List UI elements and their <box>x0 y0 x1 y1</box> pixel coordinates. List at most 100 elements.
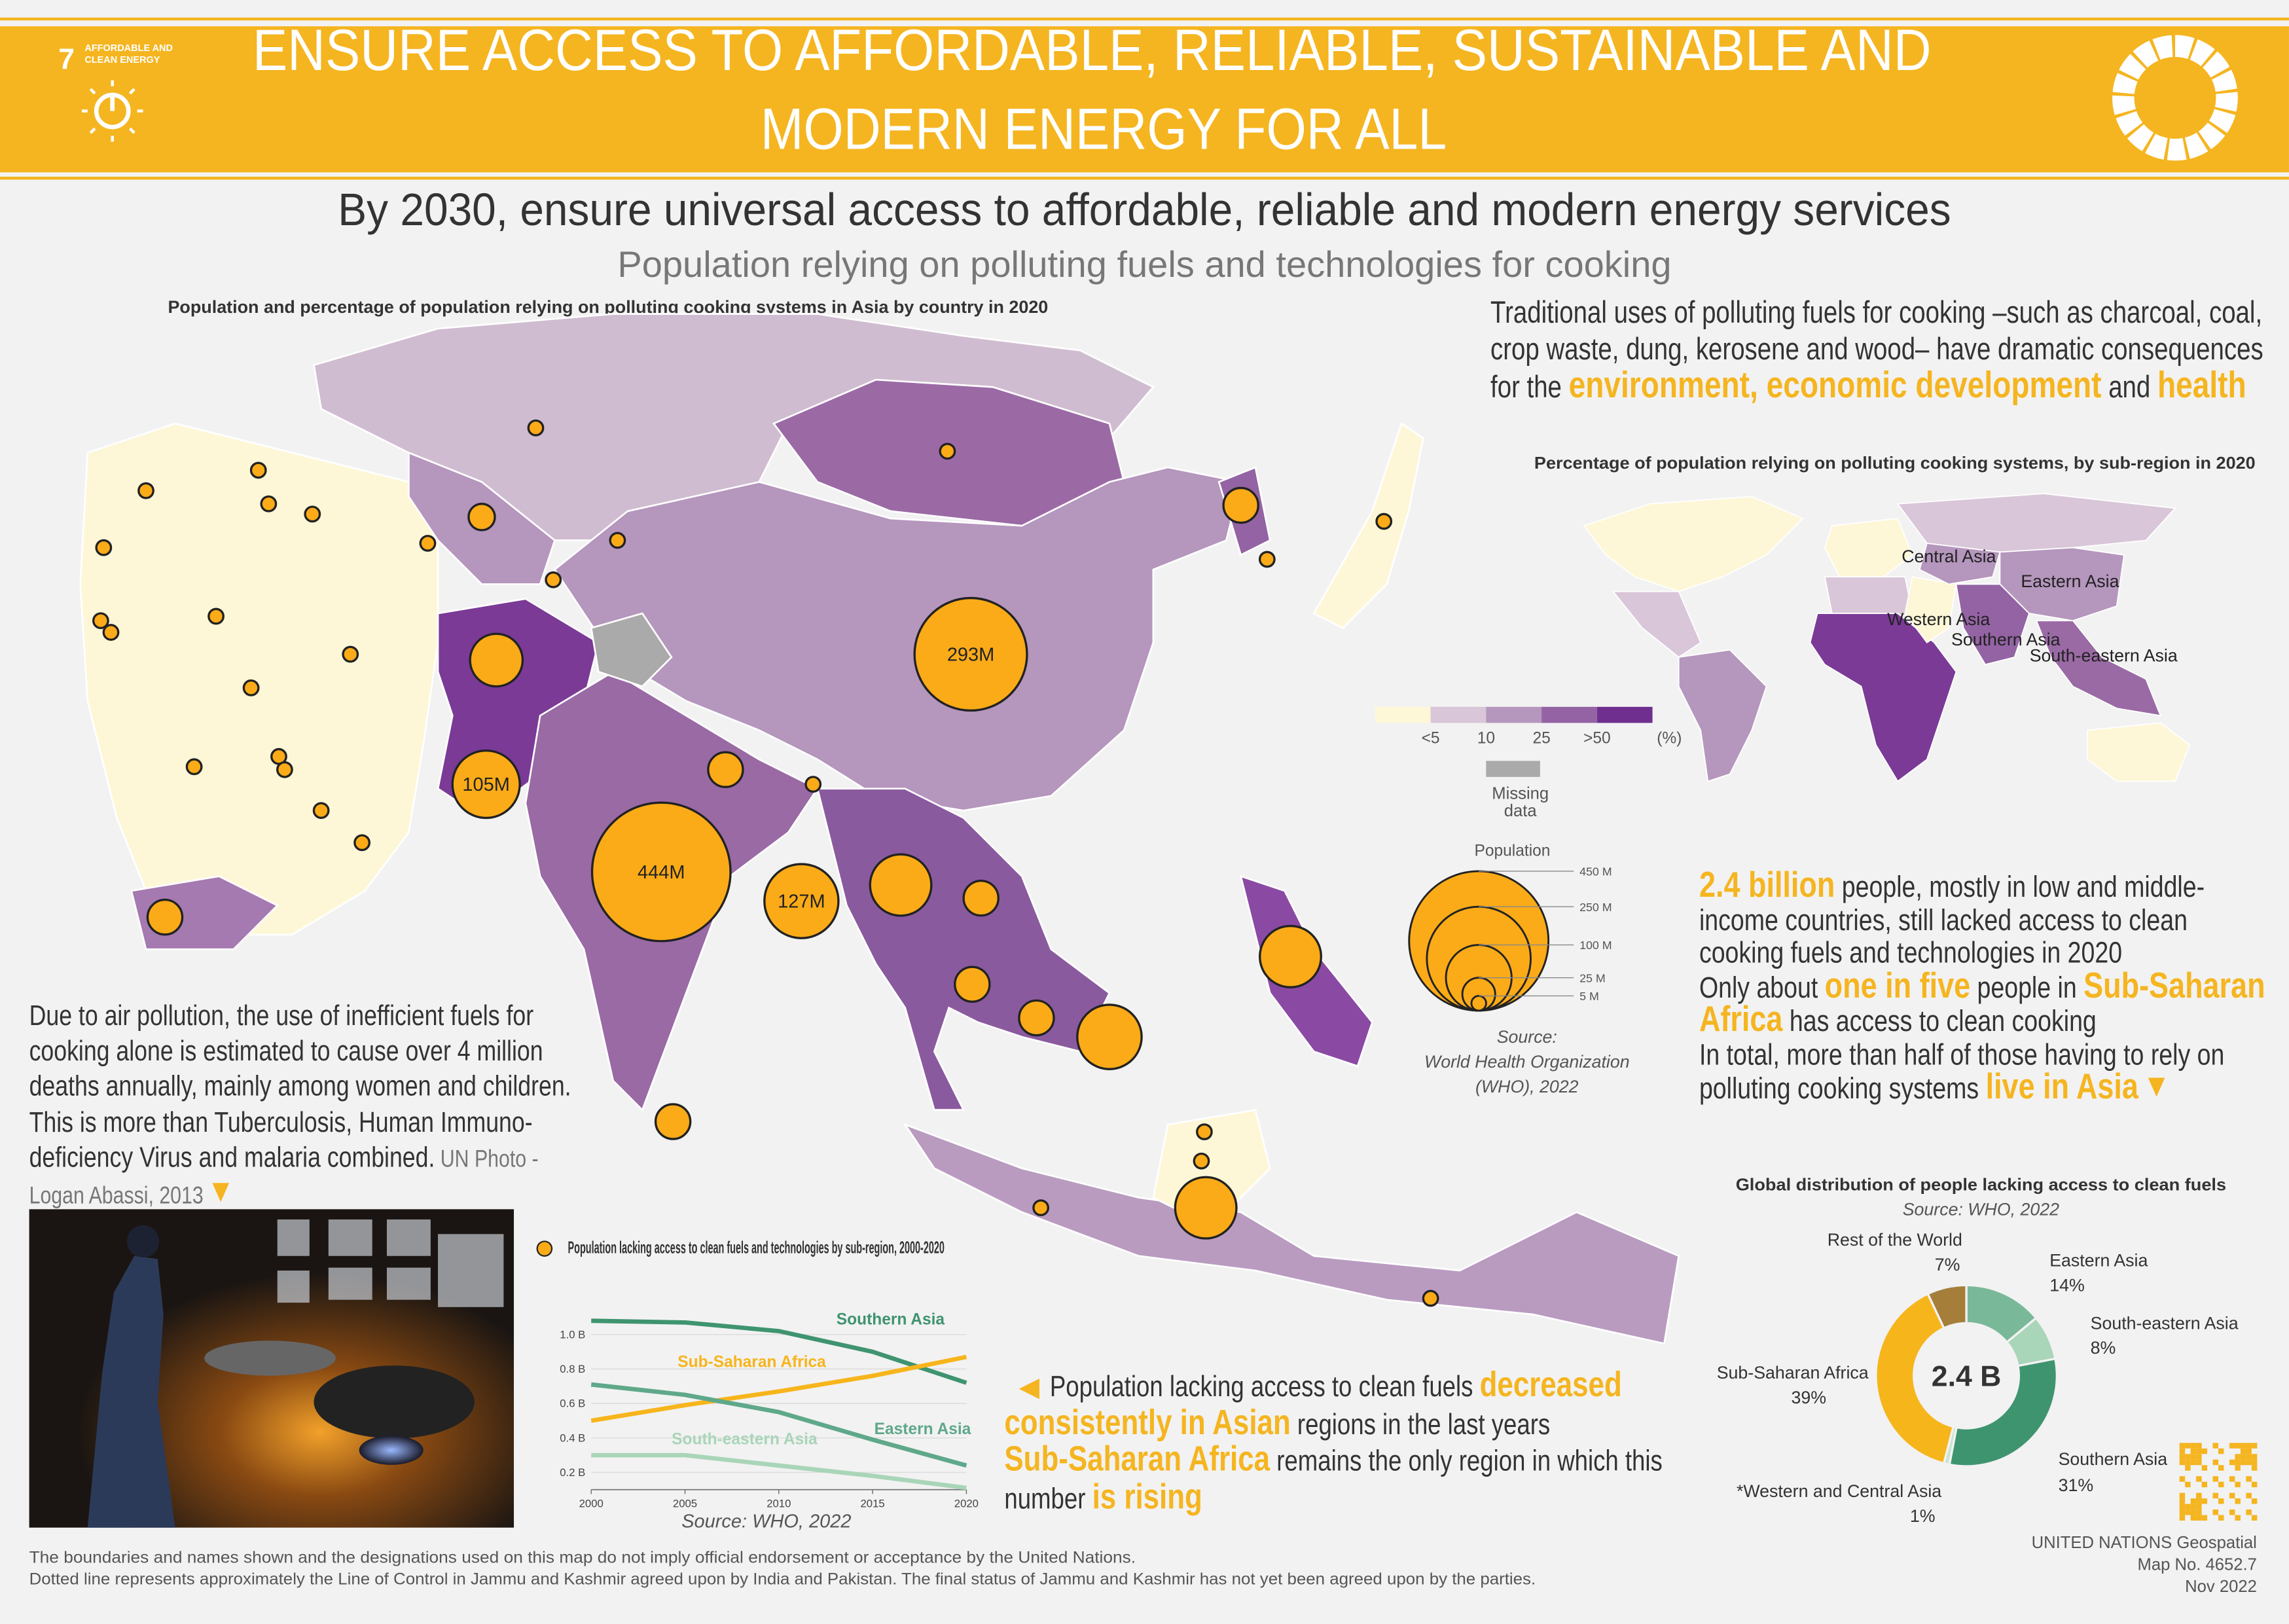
arrow <box>2147 1077 2165 1097</box>
country <box>79 422 439 936</box>
qr-cell <box>2229 1509 2235 1515</box>
qr-cell <box>2251 1481 2258 1488</box>
bullet <box>536 1240 553 1257</box>
qr-cell <box>2246 1448 2252 1454</box>
qr-cell <box>2251 1498 2258 1504</box>
wheel-segment <box>2190 39 2215 67</box>
qr-cell <box>2179 1476 2186 1482</box>
qr-cell <box>2246 1459 2252 1466</box>
size-label: 450 M <box>1579 865 1612 878</box>
size-label: 5 M <box>1579 990 1599 1003</box>
qr-cell <box>2179 1454 2186 1460</box>
y-tick-label: 0.8 B <box>560 1363 585 1375</box>
bubble <box>609 532 626 549</box>
highlight: live in Asia <box>1985 1067 2138 1108</box>
bubble <box>419 535 437 552</box>
text-run: regions in the last years <box>1290 1408 1551 1441</box>
line-chart-title: Population lacking access to clean fuels… <box>568 1238 945 1257</box>
country <box>816 787 1111 1111</box>
qr-cell <box>2240 1459 2246 1466</box>
bubble <box>527 419 545 437</box>
qr-cell <box>2218 1448 2224 1454</box>
intro-text: Traditional uses of polluting fuels for … <box>1490 297 2263 406</box>
country <box>590 612 673 688</box>
qr-cell <box>2185 1504 2191 1510</box>
pie-category: Rest of the World <box>1828 1230 1962 1250</box>
missing-label: Missing data <box>1492 785 1549 821</box>
size-label: 250 M <box>1579 901 1612 914</box>
qr-cell <box>2212 1476 2219 1482</box>
legend-swatch <box>1430 706 1487 723</box>
qr-cell <box>2185 1509 2191 1515</box>
trend-text: Population lacking access to clean fuels… <box>1004 1367 1699 1518</box>
series-label: South-eastern Asia <box>672 1431 818 1449</box>
world-map-title: Percentage of population relying on poll… <box>1534 454 2256 473</box>
qr-cell <box>2235 1481 2241 1488</box>
region <box>1919 542 2001 585</box>
qr-cell <box>2196 1454 2202 1460</box>
x-tick-label: 2000 <box>579 1497 604 1509</box>
qr-cell <box>2240 1448 2246 1454</box>
qr-cell <box>2185 1454 2191 1460</box>
qr-cell <box>2235 1498 2241 1504</box>
source: (WHO), 2022 <box>1475 1077 1579 1096</box>
qr-cell <box>2190 1515 2197 1521</box>
qr-cell <box>2235 1443 2241 1449</box>
y-tick-label: 0.6 B <box>560 1398 585 1410</box>
qr-cell <box>2179 1443 2186 1449</box>
highlight: Sub-Saharan Africa <box>1004 1439 1271 1480</box>
bubble <box>276 761 293 778</box>
qr-cell <box>2218 1498 2224 1504</box>
x-tick-label: 2015 <box>861 1497 885 1509</box>
qr-cell <box>2246 1443 2252 1449</box>
bubble <box>1422 1290 1439 1307</box>
text-run: Only about <box>1699 970 1825 1004</box>
credit: UNITED NATIONS Geospatial <box>2032 1534 2257 1552</box>
highlight: one in five <box>1824 965 1971 1006</box>
qr-cell <box>2240 1454 2246 1460</box>
wheel-segment <box>2112 73 2138 94</box>
text-run: Traditional uses of polluting fuels for … <box>1490 296 2263 405</box>
region-label: Eastern Asia <box>2021 571 2119 591</box>
photo-credit: UN Photo - Logan Abassi, 2013 <box>29 1144 539 1210</box>
region-label: Western Asia <box>1887 609 1990 629</box>
bubble <box>92 612 109 630</box>
bubble <box>962 879 1000 917</box>
wheel-segment <box>2116 111 2143 136</box>
bubble <box>342 645 359 663</box>
wheel-segment <box>2203 51 2230 78</box>
photo <box>29 1209 514 1528</box>
bubble-label: 105M <box>462 774 510 795</box>
population-title: Population <box>1475 842 1551 859</box>
qr-cell <box>2251 1443 2258 1449</box>
map-title: Population and percentage of population … <box>168 297 1048 317</box>
legend-swatch <box>1596 706 1653 723</box>
text-run: Population lacking access to clean fuels <box>1049 1371 1480 1404</box>
qr-cell <box>2179 1459 2186 1466</box>
qr-cell <box>2246 1509 2252 1515</box>
target: By 2030, ensure universal access to affo… <box>338 184 1951 235</box>
disclaimer: Dotted line represents approximately the… <box>29 1571 1536 1589</box>
bubble <box>451 749 521 820</box>
qr-cell <box>2196 1498 2202 1504</box>
energy-icon <box>81 80 143 142</box>
series-line <box>590 1382 967 1468</box>
series-label: Southern Asia <box>837 1311 945 1329</box>
pie-title: Global distribution of people lacking ac… <box>1736 1176 2226 1194</box>
world-map <box>1583 493 2191 782</box>
goal-name: AFFORDABLE AND <box>84 43 173 54</box>
legend-swatch <box>1375 706 1431 723</box>
bubble <box>707 751 744 789</box>
qr-cell <box>2246 1454 2252 1460</box>
qr-cell <box>2196 1509 2202 1515</box>
qr-cell <box>2196 1515 2202 1521</box>
qr-cell <box>2179 1515 2186 1521</box>
bubble <box>467 503 496 532</box>
bubble <box>95 539 113 556</box>
series-line <box>590 1354 967 1423</box>
bubble <box>869 853 933 917</box>
qr-cell <box>2196 1459 2202 1466</box>
bubble <box>1259 924 1322 988</box>
bubble <box>102 624 120 641</box>
qr-cell <box>2179 1509 2186 1515</box>
